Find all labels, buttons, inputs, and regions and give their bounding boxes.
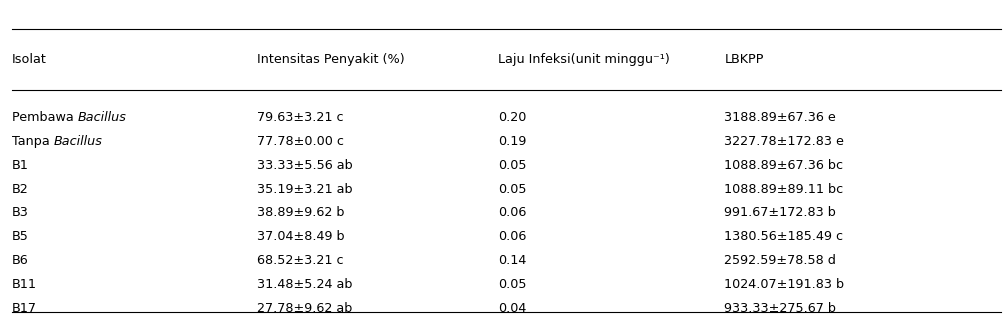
Text: 1380.56±185.49 c: 1380.56±185.49 c <box>724 230 843 243</box>
Text: Tanpa: Tanpa <box>12 135 54 148</box>
Text: Bacillus: Bacillus <box>54 135 103 148</box>
Text: B6: B6 <box>12 254 29 267</box>
Text: 1088.89±67.36 bc: 1088.89±67.36 bc <box>724 159 843 172</box>
Text: B3: B3 <box>12 206 29 219</box>
Text: 0.05: 0.05 <box>498 183 526 195</box>
Text: 35.19±3.21 ab: 35.19±3.21 ab <box>257 183 352 195</box>
Text: Intensitas Penyakit (%): Intensitas Penyakit (%) <box>257 53 404 66</box>
Text: 933.33±275.67 b: 933.33±275.67 b <box>724 302 836 315</box>
Text: B17: B17 <box>12 302 37 315</box>
Text: 38.89±9.62 b: 38.89±9.62 b <box>257 206 344 219</box>
Text: 1024.07±191.83 b: 1024.07±191.83 b <box>724 278 844 291</box>
Text: 0.05: 0.05 <box>498 159 526 172</box>
Text: B5: B5 <box>12 230 29 243</box>
Text: 0.19: 0.19 <box>498 135 526 148</box>
Text: 68.52±3.21 c: 68.52±3.21 c <box>257 254 343 267</box>
Text: 3227.78±172.83 e: 3227.78±172.83 e <box>724 135 844 148</box>
Text: 77.78±0.00 c: 77.78±0.00 c <box>257 135 343 148</box>
Text: 0.06: 0.06 <box>498 206 526 219</box>
Text: 33.33±5.56 ab: 33.33±5.56 ab <box>257 159 352 172</box>
Text: B1: B1 <box>12 159 29 172</box>
Text: Isolat: Isolat <box>12 53 47 66</box>
Text: 991.67±172.83 b: 991.67±172.83 b <box>724 206 836 219</box>
Text: 0.06: 0.06 <box>498 230 526 243</box>
Text: 1088.89±89.11 bc: 1088.89±89.11 bc <box>724 183 843 195</box>
Text: LBKPP: LBKPP <box>724 53 764 66</box>
Text: 37.04±8.49 b: 37.04±8.49 b <box>257 230 344 243</box>
Text: B2: B2 <box>12 183 29 195</box>
Text: B11: B11 <box>12 278 37 291</box>
Text: 2592.59±78.58 d: 2592.59±78.58 d <box>724 254 836 267</box>
Text: Laju Infeksi(unit minggu⁻¹): Laju Infeksi(unit minggu⁻¹) <box>498 53 670 66</box>
Text: 0.20: 0.20 <box>498 111 526 124</box>
Text: 3188.89±67.36 e: 3188.89±67.36 e <box>724 111 836 124</box>
Text: 0.05: 0.05 <box>498 278 526 291</box>
Text: 27.78±9.62 ab: 27.78±9.62 ab <box>257 302 352 315</box>
Text: Bacillus: Bacillus <box>77 111 127 124</box>
Text: 31.48±5.24 ab: 31.48±5.24 ab <box>257 278 352 291</box>
Text: 0.04: 0.04 <box>498 302 526 315</box>
Text: 79.63±3.21 c: 79.63±3.21 c <box>257 111 343 124</box>
Text: 0.14: 0.14 <box>498 254 526 267</box>
Text: Pembawa: Pembawa <box>12 111 77 124</box>
